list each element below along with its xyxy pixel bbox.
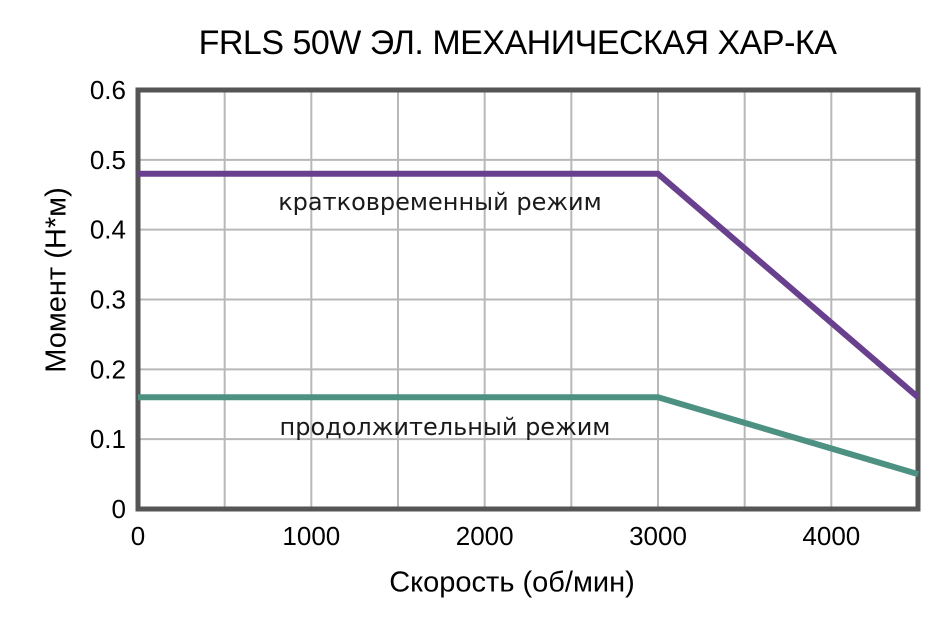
y-tick-label: 0	[112, 494, 126, 524]
series-line-0	[138, 170, 920, 400]
series-line-1	[138, 394, 919, 477]
y-tick-label: 0.6	[90, 75, 126, 105]
x-tick-label: 0	[131, 521, 145, 551]
x-tick-label: 1000	[282, 521, 340, 551]
y-tick-label: 0.2	[90, 354, 126, 384]
series-label-continuous-mode: продолжительный режим	[279, 413, 611, 442]
x-tick-label: 2000	[456, 521, 514, 551]
x-tick-label: 3000	[629, 521, 687, 551]
chart-title: FRLS 50W ЭЛ. МЕХАНИЧЕСКАЯ ХАР-КА	[198, 24, 837, 62]
series-label-short-term-mode: кратковременный режим	[278, 187, 602, 216]
y-tick-label: 0.3	[90, 285, 126, 315]
y-tick-label: 0.1	[90, 424, 126, 454]
x-tick-label: 4000	[802, 521, 860, 551]
y-tick-label: 0.5	[90, 145, 126, 175]
x-axis-title: Скорость (об/мин)	[389, 566, 635, 599]
y-tick-label: 0.4	[90, 215, 126, 245]
plot-frame	[135, 87, 921, 512]
